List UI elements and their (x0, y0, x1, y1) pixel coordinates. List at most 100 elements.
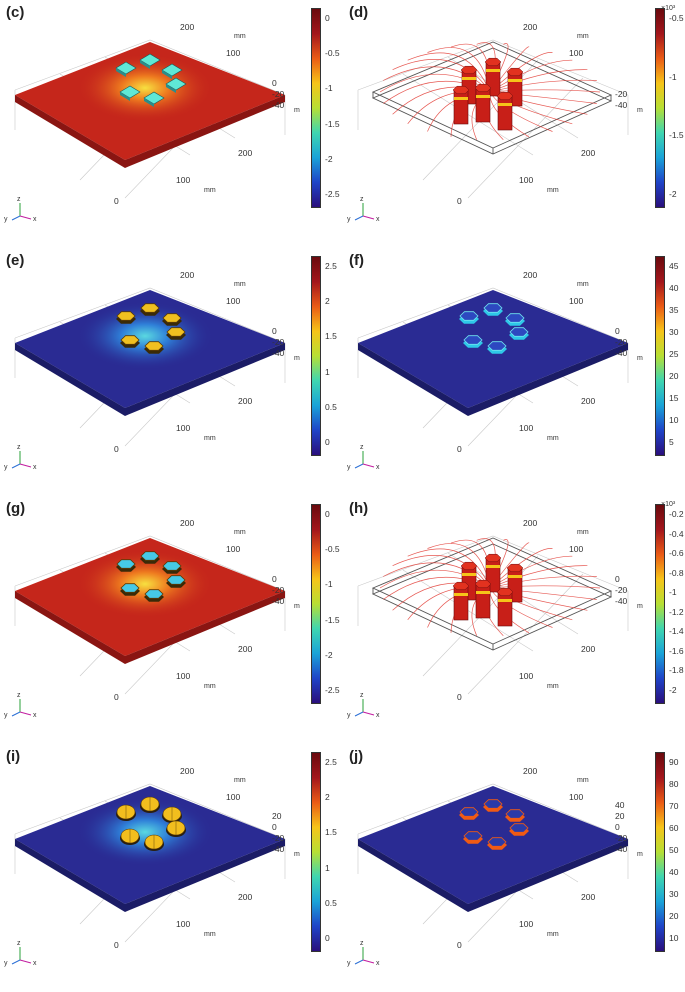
colorbar-tick: 40 (669, 283, 679, 293)
colorbar-tick: 70 (669, 801, 679, 811)
x-unit: mm (204, 683, 216, 690)
z-tick: -20 (615, 337, 628, 347)
pad-array (459, 799, 529, 850)
colorbar-tick: -1.8 (669, 665, 684, 676)
z-tick: -20 (615, 89, 628, 99)
triad-x: x (376, 464, 380, 471)
colorbar-tick: -1.5 (325, 614, 340, 625)
pad-array (115, 53, 187, 107)
x-tick: 200 (238, 148, 252, 158)
x-unit: mm (204, 931, 216, 938)
triad-y: y (4, 464, 8, 471)
z-tick: 0 (615, 822, 620, 832)
colorbar-tick: 5 (669, 437, 674, 447)
x-tick: 0 (457, 444, 462, 454)
triad-y: y (347, 712, 351, 719)
colorbar-tick: -0.5 (325, 48, 340, 59)
x-tick: 0 (114, 692, 119, 702)
z-unit: m (637, 851, 643, 858)
plate-front (125, 591, 285, 664)
x-tick: 0 (114, 444, 119, 454)
z-tick: -40 (615, 348, 628, 358)
z-unit: m (637, 107, 643, 114)
x-tick: 0 (457, 940, 462, 950)
z-tick: -40 (272, 348, 285, 358)
plate-front (468, 343, 628, 416)
colorbar-tick: -0.5 (325, 544, 340, 555)
axis-triad-icon (11, 203, 32, 221)
y-tick: 200 (523, 518, 537, 528)
z-tick: -20 (272, 337, 285, 347)
pillar-array (452, 553, 524, 627)
colorbar-tick: 0.5 (325, 897, 337, 908)
triad-y: y (4, 712, 8, 719)
colorbar-tick: 30 (669, 327, 679, 337)
y-tick: 200 (180, 22, 194, 32)
colorbar-tick: 0 (325, 437, 330, 447)
y-unit: mm (577, 281, 589, 288)
panel-j: 0 100 200 mm 200 100 mm 40 20 0 -20 -40 m z x y (j) 90 80 7… (343, 744, 685, 992)
x-tick: 0 (457, 692, 462, 702)
y-tick: 200 (180, 766, 194, 776)
z-tick: 20 (272, 811, 282, 821)
x-tick: 100 (519, 175, 533, 185)
triad-x: x (376, 712, 380, 719)
y-tick: 100 (226, 296, 240, 306)
x-tick: 200 (238, 892, 252, 902)
x-tick: 200 (238, 644, 252, 654)
panel-c: 0 100 200 mm 200 100 mm 0 -20 -40 m z x y (c) 0 -0.5 -1 -1… (0, 0, 342, 248)
colorbar-tick: 25 (669, 349, 679, 359)
z-tick: -20 (615, 833, 628, 843)
triad-z: z (17, 692, 21, 699)
axis-triad-icon (11, 947, 32, 965)
colorbar-gradient (311, 8, 321, 208)
z-unit: m (637, 355, 643, 362)
axis-triad-icon (354, 699, 375, 717)
x-tick: 200 (581, 892, 595, 902)
panel-label: (i) (6, 748, 21, 765)
y-tick: 100 (569, 792, 583, 802)
y-tick: 200 (523, 22, 537, 32)
z-tick: -40 (615, 844, 628, 854)
colorbar-multiplier: ×10³ (661, 501, 676, 508)
x-unit: mm (547, 683, 559, 690)
colorbar-gradient (655, 752, 665, 952)
colorbar-tick: 2.5 (325, 757, 337, 767)
axis-triad-icon (11, 699, 32, 717)
plate-front (125, 839, 285, 912)
panel-e: 0 100 200 mm 200 100 mm 0 -20 -40 m z x y (e) 2.5 2 1.5 1 0… (0, 248, 342, 496)
colorbar-tick: 45 (669, 261, 679, 271)
axis-triad-icon (354, 947, 375, 965)
colorbar-tick: -1.4 (669, 626, 684, 637)
z-tick: 0 (615, 574, 620, 584)
x-tick: 100 (176, 919, 190, 929)
z-tick: -20 (272, 89, 285, 99)
triad-y: y (347, 464, 351, 471)
z-tick: -40 (615, 596, 628, 606)
colorbar-tick: 15 (669, 393, 679, 403)
colorbar-gradient (655, 8, 665, 208)
colorbar-tick: 2 (325, 296, 330, 307)
colorbar-tick: -0.5 (669, 13, 684, 23)
x-tick: 200 (238, 396, 252, 406)
pad-array (459, 303, 529, 354)
colorbar-tick: 35 (669, 305, 679, 315)
y-tick: 200 (523, 270, 537, 280)
domain-box (371, 41, 613, 155)
pad-array (116, 796, 186, 851)
z-tick: 0 (615, 326, 620, 336)
colorbar-tick: -2.5 (325, 685, 340, 695)
panel-label: (f) (349, 252, 364, 269)
colorbar-gradient (311, 256, 321, 456)
plate-side (15, 591, 125, 664)
colorbar-tick: 0 (325, 933, 330, 943)
y-tick: 200 (180, 518, 194, 528)
colorbar-tick: -1.2 (669, 606, 684, 617)
x-tick: 200 (581, 396, 595, 406)
plate-side (15, 839, 125, 912)
z-tick: 0 (272, 326, 277, 336)
x-tick: 0 (114, 940, 119, 950)
